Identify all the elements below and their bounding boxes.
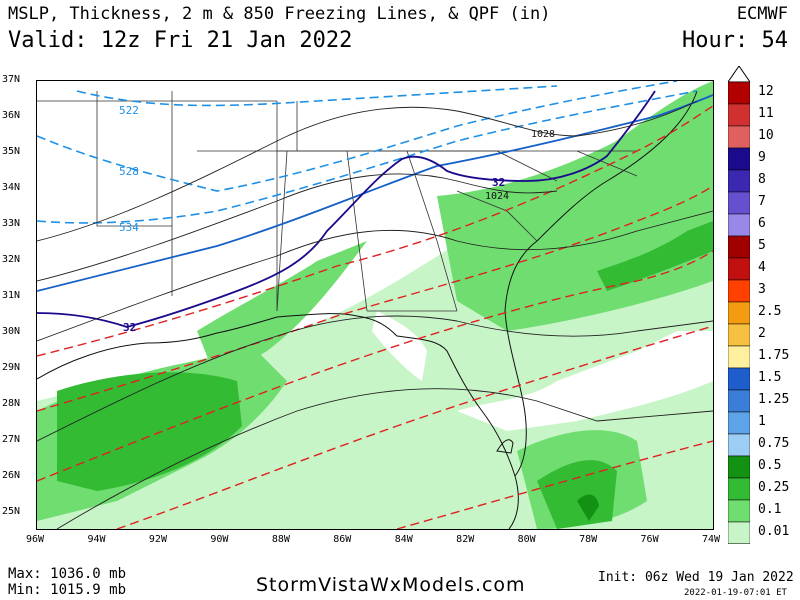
model-name: ECMWF	[736, 4, 788, 24]
legend-level-label: 0.01	[758, 524, 790, 539]
freezing-label-32-east: 32	[492, 176, 505, 189]
legend-level-label: 0.1	[758, 502, 782, 517]
longitude-label: 78W	[579, 534, 598, 545]
thickness-label-528: 528	[119, 165, 139, 178]
legend-level-label: 2.5	[758, 304, 782, 319]
state-borders	[37, 91, 638, 312]
legend-bar	[727, 65, 751, 561]
latitude-label: 29N	[2, 362, 21, 373]
latitude-label: 35N	[2, 146, 21, 157]
legend-level-label: 4	[758, 260, 766, 275]
legend-level-label: 12	[758, 84, 774, 99]
thickness-lines	[36, 80, 698, 224]
longitude-label: 84W	[394, 534, 413, 545]
legend-level-label: 1.5	[758, 370, 782, 385]
forecast-map: 522 528 534 32 32 1028 1024	[36, 80, 714, 530]
longitude-label: 82W	[456, 534, 475, 545]
legend-level-label: 2	[758, 326, 766, 341]
forecast-hour: Hour: 54	[682, 28, 788, 53]
latitude-label: 34N	[2, 182, 21, 193]
freezing-line-850	[36, 90, 656, 328]
legend-level-label: 3	[758, 282, 766, 297]
latitude-label: 32N	[2, 254, 21, 265]
freezing-line-2m	[36, 94, 714, 292]
map-title: MSLP, Thickness, 2 m & 850 Freezing Line…	[8, 4, 551, 24]
latitude-label: 31N	[2, 290, 21, 301]
isobar-label-1024: 1024	[485, 191, 509, 202]
thickness-label-522: 522	[119, 104, 139, 117]
legend-level-label: 5	[758, 238, 766, 253]
legend-level-label: 9	[758, 150, 766, 165]
latitude-label: 25N	[2, 506, 21, 517]
generated-time: 2022-01-19-07:01 ET	[684, 588, 787, 598]
longitude-label: 74W	[702, 534, 721, 545]
isobar-label-1028: 1028	[531, 129, 555, 140]
qpf-color-legend	[727, 65, 751, 561]
longitude-label: 94W	[87, 534, 106, 545]
longitude-label: 90W	[210, 534, 229, 545]
min-pressure: Min: 1015.9 mb	[8, 582, 127, 598]
legend-level-label: 1.25	[758, 392, 790, 407]
thickness-label-534: 534	[119, 221, 139, 234]
valid-time: Valid: 12z Fri 21 Jan 2022	[8, 28, 353, 53]
longitude-label: 76W	[640, 534, 659, 545]
longitude-label: 96W	[26, 534, 45, 545]
longitude-label: 92W	[148, 534, 167, 545]
latitude-label: 27N	[2, 434, 21, 445]
legend-level-label: 7	[758, 194, 766, 209]
legend-level-label: 11	[758, 106, 774, 121]
max-pressure: Max: 1036.0 mb	[8, 566, 127, 582]
legend-level-label: 0.25	[758, 480, 790, 495]
legend-level-label: 1	[758, 414, 766, 429]
legend-level-label: 1.75	[758, 348, 790, 363]
latitude-label: 30N	[2, 326, 21, 337]
longitude-label: 88W	[271, 534, 290, 545]
legend-level-label: 6	[758, 216, 766, 231]
legend-level-label: 0.75	[758, 436, 790, 451]
init-time: Init: 06z Wed 19 Jan 2022	[598, 570, 794, 585]
latitude-label: 26N	[2, 470, 21, 481]
freezing-label-32-west: 32	[123, 321, 136, 334]
site-watermark: StormVistaWxModels.com	[256, 574, 526, 596]
latitude-label: 28N	[2, 398, 21, 409]
latitude-label: 36N	[2, 110, 21, 121]
legend-level-label: 0.5	[758, 458, 782, 473]
legend-level-label: 10	[758, 128, 774, 143]
longitude-label: 80W	[517, 534, 536, 545]
longitude-label: 86W	[333, 534, 352, 545]
legend-level-label: 8	[758, 172, 766, 187]
latitude-label: 33N	[2, 218, 21, 229]
thickness-warm-lines	[36, 105, 714, 530]
isobars	[36, 100, 714, 530]
latitude-label: 37N	[2, 74, 21, 85]
